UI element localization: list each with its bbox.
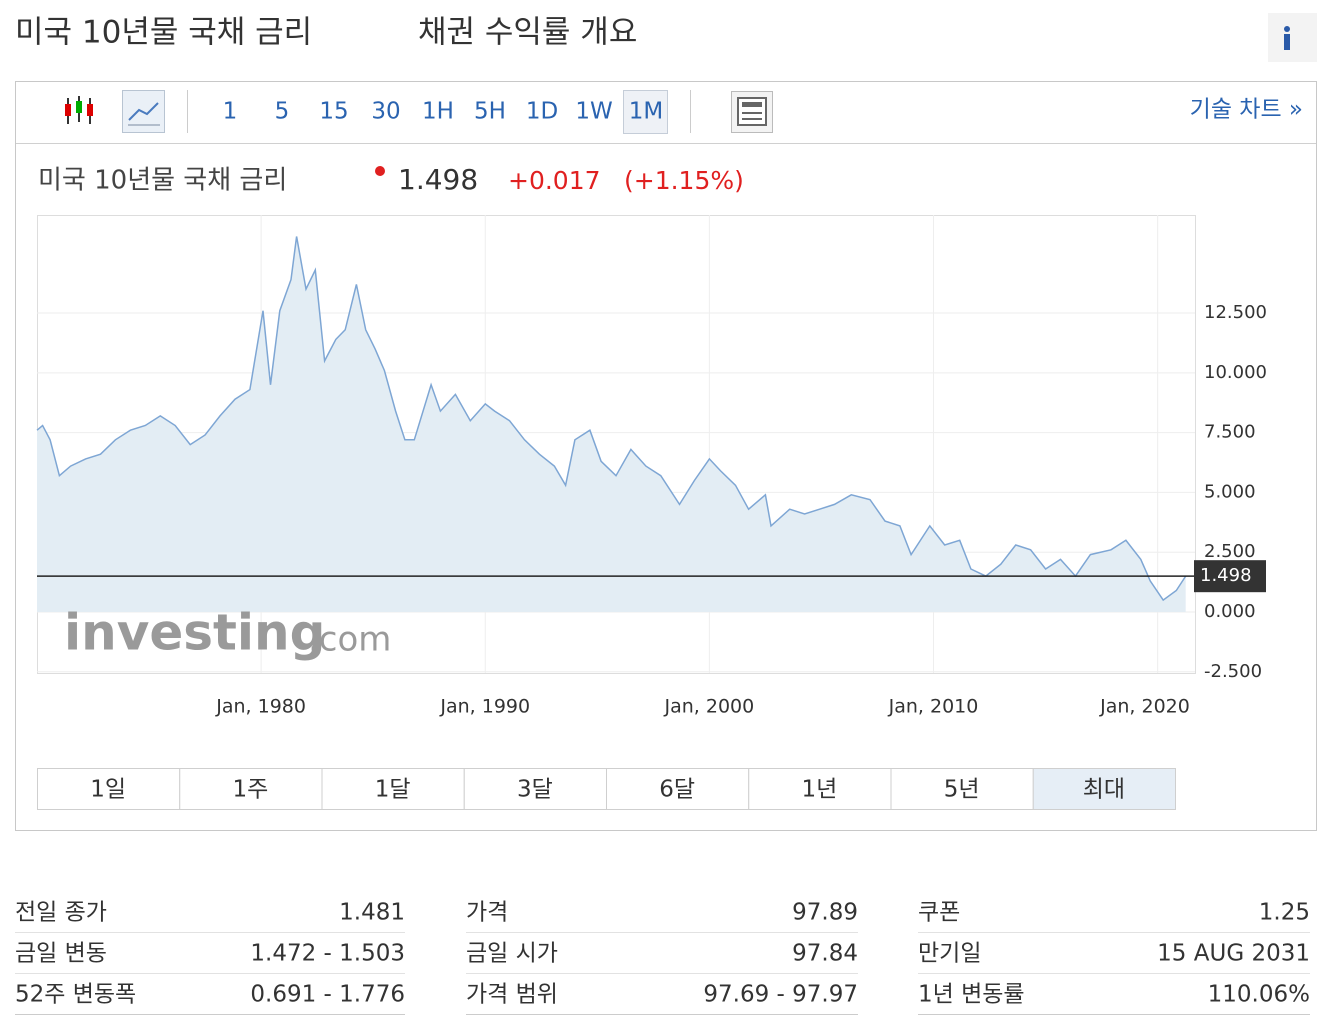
stat-value: 0.691 - 1.776 [250, 982, 405, 1008]
up-indicator [375, 166, 385, 176]
icon-line [128, 102, 159, 121]
x-tick-label: Jan, 2020 [1099, 696, 1190, 718]
y-tick-label: 5.000 [1204, 481, 1256, 502]
stat-label: 가격 범위 [466, 982, 558, 1008]
range-label[interactable]: 1달 [375, 777, 411, 803]
quote-change: +0.017 [508, 166, 601, 195]
stat-label: 52주 변동폭 [15, 982, 136, 1008]
chart-panel [15, 81, 1317, 831]
icon-candle [65, 104, 71, 116]
interval-selected [623, 90, 668, 134]
quote-price: 1.498 [398, 163, 478, 196]
range-button[interactable] [37, 768, 181, 810]
y-tick-label: -2.500 [1204, 661, 1262, 682]
watermark-brand: investing [64, 604, 325, 662]
interval-button[interactable]: 1M [629, 99, 663, 125]
page-subtitle: 채권 수익률 개요 [418, 15, 637, 51]
range-label[interactable]: 3달 [517, 777, 553, 803]
range-label[interactable]: 6달 [659, 777, 695, 803]
stat-label: 전일 종가 [15, 900, 107, 926]
candle-icon[interactable] [65, 96, 93, 124]
line-icon[interactable] [122, 90, 165, 133]
range-label[interactable]: 최대 [1083, 777, 1125, 803]
range-label[interactable]: 5년 [944, 777, 980, 803]
watermark-suffix: .com [308, 620, 391, 660]
range-buttons: 1일 1주 1달 3달 6달 1년 5년 최대 [37, 768, 1176, 810]
range-button[interactable] [606, 768, 750, 810]
news-icon[interactable] [731, 91, 773, 133]
stat-value: 97.89 [792, 900, 858, 926]
stat-label: 1년 변동률 [918, 982, 1025, 1008]
y-tick-label: 12.500 [1204, 302, 1267, 323]
stat-value: 110.06% [1208, 982, 1310, 1008]
quote-change-percent: (+1.15%) [624, 166, 744, 195]
stat-value: 97.84 [792, 941, 858, 967]
y-tick-label: 10.000 [1204, 362, 1267, 383]
info-bg [1268, 13, 1317, 62]
series-line [36, 236, 1187, 602]
quote-name: 미국 10년물 국채 금리 [38, 166, 287, 196]
range-button[interactable] [748, 768, 892, 810]
range-label[interactable]: 1년 [801, 777, 837, 803]
x-tick-label: Jan, 1990 [439, 696, 530, 718]
range-button[interactable] [1032, 768, 1176, 810]
area-fill [37, 236, 1186, 613]
stat-value: 15 AUG 2031 [1157, 941, 1310, 967]
technical-chart-link[interactable]: 기술 차트 » [1190, 97, 1303, 123]
stats-table: 전일 종가 1.481 금일 변동 1.472 - 1.503 52주 변동폭 0.691… [15, 900, 1310, 1015]
stat-label: 금일 시가 [466, 941, 558, 967]
plot: -2.500 0.000 2.500 5.000 7.500 10.000 12.500 Ja… [36, 215, 1267, 718]
interval-button[interactable]: 1 [223, 99, 238, 125]
y-tick-label: 7.500 [1204, 422, 1256, 443]
info-dot [1284, 26, 1290, 32]
info-bar [1284, 34, 1290, 50]
current-price-label: 1.498 [1200, 565, 1252, 586]
stat-label: 금일 변동 [15, 941, 107, 967]
icon-headline [742, 102, 762, 107]
stat-value: 1.25 [1259, 900, 1310, 926]
stat-value: 1.481 [339, 900, 405, 926]
y-tick-label: 0.000 [1204, 601, 1256, 622]
page-title: 미국 10년물 국채 금리 [15, 15, 312, 51]
interval-button[interactable]: 30 [371, 99, 400, 125]
current-price-badge [1194, 560, 1266, 593]
icon-candle [76, 101, 82, 113]
range-label[interactable]: 1일 [90, 777, 126, 803]
interval-button[interactable]: 15 [319, 99, 348, 125]
range-label[interactable]: 1주 [232, 777, 268, 803]
interval-button[interactable]: 1D [526, 99, 558, 125]
x-tick-label: Jan, 2010 [888, 696, 979, 718]
stat-label: 쿠폰 [918, 900, 960, 926]
icon-candle [87, 104, 93, 116]
stat-label: 가격 [466, 900, 508, 926]
range-button[interactable] [321, 768, 465, 810]
stat-label: 만기일 [918, 941, 981, 967]
interval-button[interactable]: 1H [422, 99, 454, 125]
interval-button[interactable]: 5 [275, 99, 290, 125]
interval-button[interactable]: 5H [474, 99, 506, 125]
range-button[interactable] [890, 768, 1034, 810]
stat-value: 1.472 - 1.503 [250, 941, 405, 967]
interval-button[interactable]: 1W [575, 99, 612, 125]
x-tick-label: Jan, 2000 [664, 696, 755, 718]
range-button[interactable] [179, 768, 323, 810]
stat-value: 97.69 - 97.97 [703, 982, 858, 1008]
x-tick-label: Jan, 1980 [215, 696, 306, 718]
y-tick-label: 2.500 [1204, 541, 1256, 562]
info-button[interactable] [1268, 13, 1317, 62]
